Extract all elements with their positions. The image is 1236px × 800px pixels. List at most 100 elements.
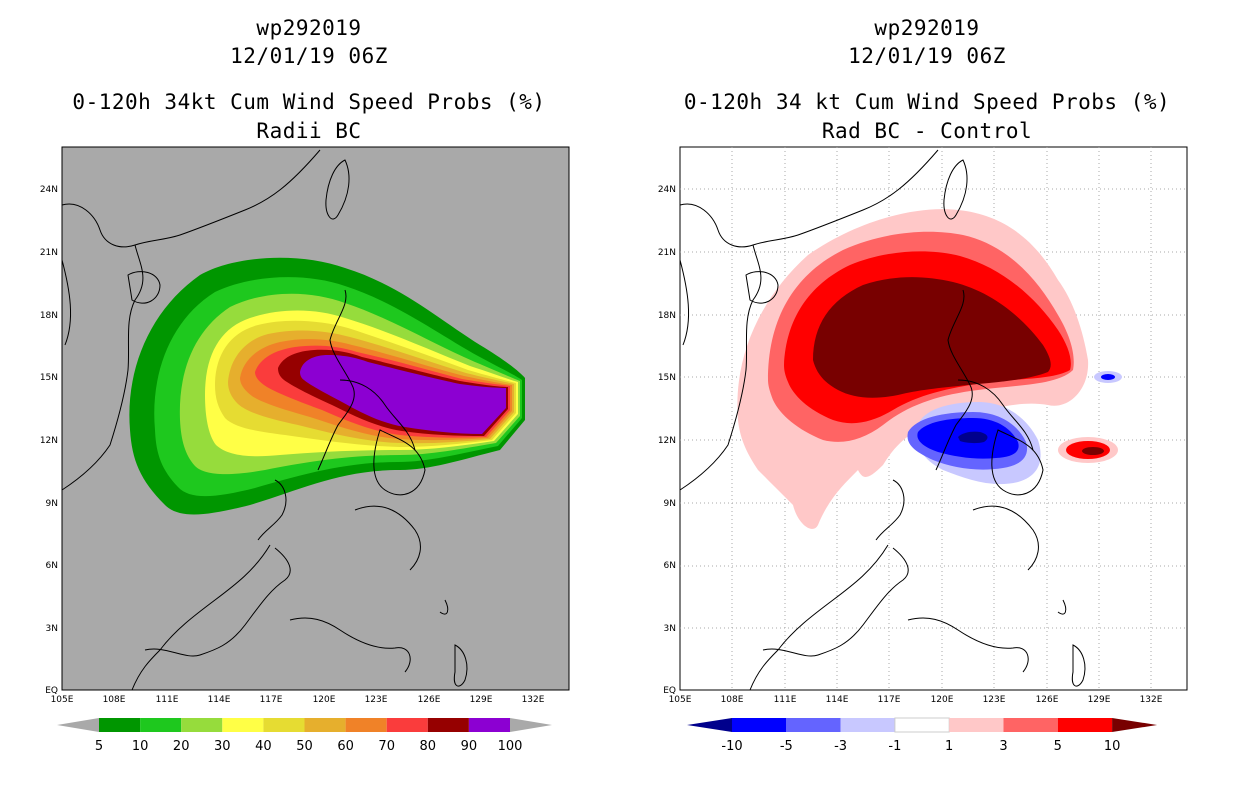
colorbar-swatch bbox=[894, 717, 950, 733]
colorbar-label: 70 bbox=[378, 739, 395, 754]
left-subtitle: Radii BC bbox=[256, 119, 362, 143]
colorbar-label: 5 bbox=[95, 739, 103, 754]
right-storm-id: wp292019 bbox=[874, 16, 980, 40]
lon-label: 114E bbox=[826, 695, 849, 705]
lon-label: 108E bbox=[721, 695, 744, 705]
colorbar-swatch bbox=[263, 718, 305, 732]
lat-label: 24N bbox=[658, 185, 676, 195]
right-date: 12/01/19 06Z bbox=[848, 44, 1006, 68]
colorbar-left-arrow bbox=[687, 718, 732, 732]
right-lat-axis: EQ 3N 6N 9N 12N 15N 18N 21N 24N bbox=[658, 185, 676, 696]
right-product-title: 0-120h 34 kt Cum Wind Speed Probs (%) bbox=[683, 90, 1171, 114]
colorbar-label: -1 bbox=[888, 739, 901, 754]
colorbar-swatch bbox=[304, 718, 346, 732]
lat-label: 15N bbox=[658, 373, 676, 383]
lon-label: 111E bbox=[156, 695, 179, 705]
lon-label: 126E bbox=[1036, 695, 1059, 705]
colorbar-swatch bbox=[140, 718, 182, 732]
lat-label: 6N bbox=[664, 561, 676, 571]
lon-label: 126E bbox=[418, 695, 441, 705]
prob-90pct-region bbox=[300, 355, 506, 434]
lat-label: 21N bbox=[40, 248, 58, 258]
lat-label: 24N bbox=[40, 185, 58, 195]
right-colorbar: -10 -5 -3 -1 1 3 5 10 bbox=[687, 717, 1158, 754]
right-coastlines bbox=[679, 149, 1086, 691]
lon-label: 123E bbox=[365, 695, 388, 705]
left-lon-axis: 105E 108E 111E 114E 117E 120E 123E 126E … bbox=[51, 689, 569, 705]
lat-label: 15N bbox=[40, 373, 58, 383]
colorbar-swatch bbox=[99, 718, 141, 732]
lat-label: 18N bbox=[658, 311, 676, 321]
lon-label: 132E bbox=[522, 695, 545, 705]
colorbar-swatch bbox=[222, 718, 264, 732]
colorbar-label: 30 bbox=[214, 739, 231, 754]
diff-negative-10-region bbox=[958, 431, 988, 444]
left-coastlines bbox=[61, 149, 468, 691]
colorbar-label: 50 bbox=[296, 739, 313, 754]
colorbar-label: 1 bbox=[945, 739, 953, 754]
colorbar-label: 80 bbox=[420, 739, 437, 754]
colorbar-label: -5 bbox=[780, 739, 793, 754]
lat-label: 6N bbox=[46, 561, 58, 571]
colorbar-swatch bbox=[786, 718, 841, 732]
lat-label: 12N bbox=[40, 436, 58, 446]
colorbar-label: 3 bbox=[999, 739, 1007, 754]
lat-label: EQ bbox=[663, 686, 676, 696]
lat-label: 3N bbox=[46, 624, 58, 634]
colorbar-label: 40 bbox=[255, 739, 272, 754]
left-map-svg: 105E 108E 111E 114E 117E 120E 123E 126E … bbox=[40, 146, 570, 754]
colorbar-swatch bbox=[468, 718, 510, 732]
lon-label: 120E bbox=[931, 695, 954, 705]
left-colorbar: 5 10 20 30 40 50 60 70 80 90 100 bbox=[57, 718, 552, 754]
colorbar-swatch bbox=[1003, 718, 1058, 732]
colorbar-swatch bbox=[427, 718, 469, 732]
colorbar-label: 100 bbox=[498, 739, 523, 754]
right-subtitle: Rad BC - Control bbox=[821, 119, 1033, 143]
right-lon-axis: 105E 108E 111E 114E 117E 120E 123E 126E … bbox=[669, 695, 1163, 705]
diff-positive-small-core bbox=[1082, 447, 1104, 455]
lon-label: 117E bbox=[260, 695, 283, 705]
lon-label: 114E bbox=[208, 695, 231, 705]
lon-label: 129E bbox=[470, 695, 493, 705]
colorbar-label: -10 bbox=[721, 739, 742, 754]
lat-label: EQ bbox=[45, 686, 58, 696]
lat-label: 18N bbox=[40, 311, 58, 321]
lon-label: 123E bbox=[983, 695, 1006, 705]
lon-label: 117E bbox=[878, 695, 901, 705]
colorbar-label: 60 bbox=[337, 739, 354, 754]
right-panel: wp292019 12/01/19 06Z 0-120h 34 kt Cum W… bbox=[618, 0, 1236, 800]
colorbar-label: 90 bbox=[461, 739, 478, 754]
lat-label: 9N bbox=[664, 499, 676, 509]
lon-label: 105E bbox=[669, 695, 692, 705]
colorbar-left-arrow bbox=[57, 718, 99, 732]
left-lat-axis: EQ 3N 6N 9N 12N 15N 18N 21N 24N bbox=[40, 185, 58, 696]
lon-label: 108E bbox=[103, 695, 126, 705]
colorbar-swatch bbox=[1057, 718, 1113, 732]
diff-positive-10-region bbox=[813, 277, 1051, 398]
colorbar-label: 10 bbox=[132, 739, 149, 754]
lat-label: 3N bbox=[664, 624, 676, 634]
colorbar-right-arrow bbox=[510, 718, 552, 732]
lon-label: 129E bbox=[1088, 695, 1111, 705]
lon-label: 132E bbox=[1140, 695, 1163, 705]
lon-label: 111E bbox=[774, 695, 797, 705]
colorbar-swatch bbox=[181, 718, 223, 732]
colorbar-swatch bbox=[949, 718, 1004, 732]
colorbar-swatch bbox=[840, 718, 895, 732]
colorbar-swatch bbox=[732, 718, 787, 732]
colorbar-label: 5 bbox=[1054, 739, 1062, 754]
diff-negative-small-core bbox=[1101, 374, 1115, 380]
colorbar-label: 20 bbox=[173, 739, 190, 754]
left-storm-id: wp292019 bbox=[256, 16, 362, 40]
lat-label: 21N bbox=[658, 248, 676, 258]
colorbar-label: -3 bbox=[834, 739, 847, 754]
left-product-title: 0-120h 34kt Cum Wind Speed Probs (%) bbox=[72, 90, 546, 114]
left-panel: wp292019 12/01/19 06Z 0-120h 34kt Cum Wi… bbox=[40, 16, 570, 754]
colorbar-swatch bbox=[386, 718, 428, 732]
lat-label: 9N bbox=[46, 499, 58, 509]
colorbar-right-arrow bbox=[1112, 718, 1158, 732]
lon-label: 120E bbox=[313, 695, 336, 705]
lat-label: 12N bbox=[658, 436, 676, 446]
right-map-svg: 105E 108E 111E 114E 117E 120E 123E 126E … bbox=[658, 146, 1188, 754]
left-date: 12/01/19 06Z bbox=[230, 44, 388, 68]
